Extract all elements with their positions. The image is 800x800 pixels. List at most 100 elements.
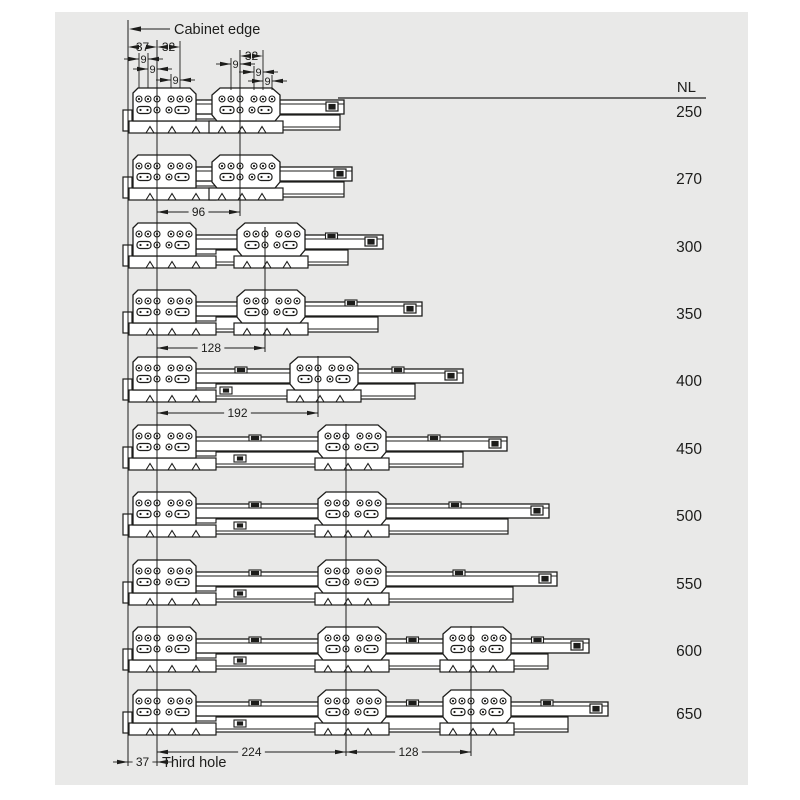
dim-arrow: [229, 209, 240, 215]
front-step: [195, 450, 217, 457]
dim-arrow: [169, 44, 180, 50]
rear-bracket-base: [208, 120, 284, 134]
front-bracket-plate: [132, 222, 197, 257]
dimension-9-6: 9: [216, 58, 255, 90]
cabinet-edge-annotation: Cabinet edge: [129, 22, 260, 38]
nl-value: 600: [676, 643, 702, 660]
rear-bracket-plate: [317, 424, 387, 459]
slide-row-300: [122, 222, 384, 269]
rear-bracket-base: [314, 722, 390, 736]
dimension-32-5: 32: [240, 49, 264, 90]
rear-bracket-plate: [317, 491, 387, 526]
dim-arrow: [335, 749, 346, 755]
dim-arrow: [263, 69, 274, 75]
dimension-label: 37: [136, 755, 150, 769]
front-step: [195, 382, 217, 389]
dim-arrow: [252, 53, 263, 59]
dimension-label: 32: [162, 40, 176, 54]
front-step: [195, 517, 217, 524]
nl-value: 270: [676, 171, 702, 188]
dim-arrow: [117, 759, 128, 765]
slide-row-600: [122, 626, 590, 673]
rear-bracket-plate: [317, 559, 387, 594]
dim-arrow: [460, 749, 471, 755]
dim-arrow: [157, 759, 168, 765]
dimension-label: 9: [255, 67, 261, 79]
dimension-label: 9: [140, 54, 146, 66]
rear-bracket-base: [439, 722, 515, 736]
dim-arrow: [160, 77, 171, 83]
front-bracket-plate: [132, 87, 197, 122]
rear-bracket-plate: [442, 626, 512, 661]
rear-bracket-plate: [236, 222, 306, 257]
nl-value: 300: [676, 239, 702, 256]
slide-row-450: [122, 424, 508, 471]
front-step: [195, 315, 217, 322]
cabinet-edge-label: Cabinet edge: [174, 22, 260, 38]
dimension-label: 128: [398, 745, 418, 759]
dimension-9-7: 9: [239, 66, 278, 90]
nl-value: 250: [676, 104, 702, 121]
rear-bracket-base: [439, 659, 515, 673]
dimension-32-1: 32: [157, 40, 181, 88]
dimension-label: 9: [172, 75, 178, 87]
dimension-9-4: 9: [156, 74, 195, 88]
dimension-label: 37: [136, 40, 150, 54]
rear-bracket-plate: [317, 689, 387, 724]
rear-bracket-plate: [211, 87, 281, 122]
nl-value: 450: [676, 441, 702, 458]
dimension-37-14: 37: [113, 755, 172, 769]
dimension-224-12: 224: [157, 745, 346, 759]
dim-arrow: [180, 77, 191, 83]
dim-arrow: [307, 410, 318, 416]
nl-value: 500: [676, 508, 702, 525]
dimension-label: 128: [201, 341, 221, 355]
front-bracket-plate: [132, 626, 197, 661]
front-bracket-plate: [132, 491, 197, 526]
dim-arrow: [148, 56, 159, 62]
dimension-label: 224: [241, 745, 261, 759]
slide-row-500: [122, 491, 550, 538]
rear-bracket-plate: [289, 356, 359, 391]
rear-bracket-base: [233, 255, 309, 269]
dimension-128-13: 128: [346, 745, 471, 759]
dim-arrow: [157, 209, 168, 215]
dim-arrow: [254, 345, 265, 351]
dim-arrow: [243, 69, 254, 75]
front-step: [195, 715, 217, 722]
nl-value: 350: [676, 306, 702, 323]
front-bracket-plate: [132, 154, 197, 189]
third-hole-label: Third hole: [162, 755, 226, 771]
dim-arrow: [252, 78, 263, 84]
slide-row-270: [122, 154, 353, 201]
dim-arrow: [157, 749, 168, 755]
dim-arrow: [240, 61, 251, 67]
rear-bracket-plate: [317, 626, 387, 661]
slide-row-250: [122, 87, 345, 134]
dim-arrow: [128, 44, 139, 50]
nl-value: 550: [676, 576, 702, 593]
dim-arrow: [157, 66, 168, 72]
nl-header: NL: [338, 79, 706, 99]
nl-value: 400: [676, 373, 702, 390]
dim-arrow: [157, 410, 168, 416]
rear-bracket-base: [314, 659, 390, 673]
dim-arrow: [157, 44, 168, 50]
top-rail: [195, 301, 423, 317]
nl-value: 650: [676, 706, 702, 723]
front-bracket-plate: [132, 559, 197, 594]
rear-bracket-plate: [236, 289, 306, 324]
dimension-label: 9: [232, 59, 238, 71]
dim-arrow: [146, 44, 157, 50]
front-step: [195, 652, 217, 659]
dimension-label: 9: [149, 64, 155, 76]
slide-row-400: [122, 356, 464, 403]
rear-bracket-base: [208, 187, 284, 201]
dimension-9-3: 9: [133, 64, 172, 76]
dim-arrow: [220, 61, 231, 67]
front-bracket-plate: [132, 289, 197, 324]
dimension-label: 96: [192, 205, 206, 219]
rear-bracket-base: [233, 322, 309, 336]
